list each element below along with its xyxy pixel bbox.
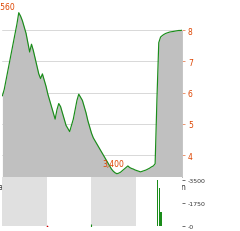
Bar bbox=[159, 188, 160, 226]
Text: 3,400: 3,400 bbox=[102, 160, 124, 169]
Bar bbox=[157, 180, 158, 226]
Text: 8,560: 8,560 bbox=[0, 3, 15, 12]
Bar bbox=[2, 177, 47, 226]
Bar bbox=[160, 212, 162, 226]
Bar bbox=[91, 177, 136, 226]
